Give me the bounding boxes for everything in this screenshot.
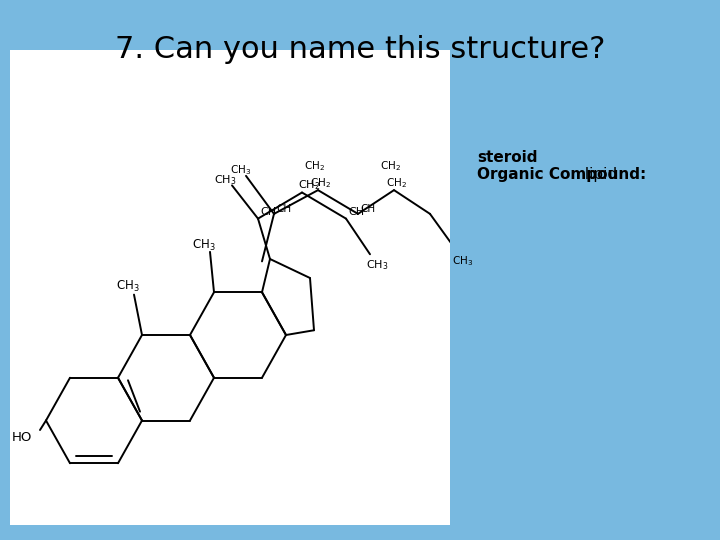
Text: CH$_2$: CH$_2$ <box>304 159 325 173</box>
Text: CH$_3$: CH$_3$ <box>230 164 251 177</box>
Text: CH$_2$: CH$_2$ <box>298 178 320 192</box>
Text: CH: CH <box>276 204 291 213</box>
Bar <box>10 50 450 525</box>
Text: CH$_2$: CH$_2$ <box>310 177 331 190</box>
Text: steroid: steroid <box>477 150 538 165</box>
Text: CH: CH <box>360 204 375 213</box>
Text: CH$_3$: CH$_3$ <box>452 254 473 267</box>
Text: 7. Can you name this structure?: 7. Can you name this structure? <box>114 35 606 64</box>
Text: lipid: lipid <box>580 167 617 182</box>
Text: CH$_2$: CH$_2$ <box>380 159 401 173</box>
Text: CH$_3$: CH$_3$ <box>116 279 140 294</box>
Text: CH$_3$: CH$_3$ <box>366 259 389 272</box>
Text: CH$_3$: CH$_3$ <box>214 173 236 187</box>
Text: CH$_3$: CH$_3$ <box>192 238 216 253</box>
Text: HO: HO <box>12 430 32 444</box>
Text: CH$_2$: CH$_2$ <box>386 177 407 190</box>
Text: CH: CH <box>348 207 364 217</box>
Text: Organic Compound:: Organic Compound: <box>477 167 647 182</box>
Text: CH: CH <box>260 207 276 217</box>
